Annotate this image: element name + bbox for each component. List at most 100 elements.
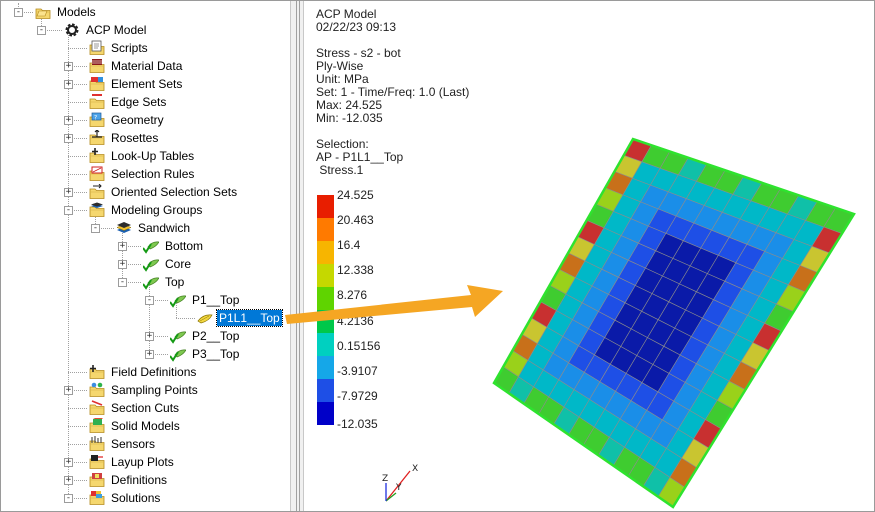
expand-toggle[interactable]: + xyxy=(118,241,127,251)
tree-connector xyxy=(68,102,87,103)
expand-toggle[interactable]: + xyxy=(145,349,154,359)
collapse-toggle[interactable]: - xyxy=(64,493,73,503)
legend-swatch xyxy=(317,218,334,241)
layup-plots-icon xyxy=(89,454,105,470)
tree-connector xyxy=(68,210,87,211)
tree-item-look-up-tables[interactable]: Look-Up Tables xyxy=(1,147,290,165)
tree-item-label: Edge Sets xyxy=(111,95,167,109)
tree-item-label: Look-Up Tables xyxy=(111,149,195,163)
definitions-icon xyxy=(89,472,105,488)
tree-connector xyxy=(68,498,87,499)
tree-item-modeling-groups[interactable]: - Modeling Groups xyxy=(1,201,290,219)
ply-check-icon xyxy=(169,292,187,308)
collapse-toggle[interactable]: - xyxy=(145,295,154,305)
solutions-icon xyxy=(89,490,105,506)
result-mode: Ply-Wise xyxy=(316,59,364,73)
tree-item-p3-top[interactable]: + P3__Top xyxy=(1,345,290,363)
tree-connector xyxy=(95,228,114,229)
collapse-toggle[interactable]: - xyxy=(14,7,23,17)
expand-toggle[interactable]: + xyxy=(64,457,73,467)
expand-toggle[interactable]: + xyxy=(64,133,73,143)
tree-item-geometry[interactable]: +? Geometry xyxy=(1,111,290,129)
tree-item-p1l1-top[interactable]: P1L1__Top xyxy=(1,309,290,327)
tree-item-top[interactable]: - Top xyxy=(1,273,290,291)
tree-item-layup-plots[interactable]: + Layup Plots xyxy=(1,453,290,471)
tree-item-label: Solutions xyxy=(111,491,161,505)
expand-toggle[interactable]: + xyxy=(64,115,73,125)
models-folder-icon xyxy=(35,4,51,20)
tree-item-field-definitions[interactable]: Field Definitions xyxy=(1,363,290,381)
lookup-tables-icon xyxy=(89,148,105,164)
tree-item-sandwich[interactable]: - Sandwich xyxy=(1,219,290,237)
expand-toggle[interactable]: + xyxy=(64,79,73,89)
tree-item-acp-model[interactable]: - ACP Model xyxy=(1,21,290,39)
tree-connector xyxy=(68,408,87,409)
tree-guide-line xyxy=(68,30,69,498)
tree-item-definitions[interactable]: + Definitions xyxy=(1,471,290,489)
tree-connector xyxy=(68,84,87,85)
axis-triad: XYZ xyxy=(382,464,418,502)
expand-toggle[interactable]: + xyxy=(118,259,127,269)
expand-toggle[interactable]: + xyxy=(64,475,73,485)
tree-item-sampling-points[interactable]: + Sampling Points xyxy=(1,381,290,399)
expand-toggle[interactable]: + xyxy=(64,187,73,197)
graphics-viewer[interactable]: ACP Model 02/22/23 09:13 Stress - s2 - b… xyxy=(304,1,874,511)
tree-item-label: P1__Top xyxy=(192,293,240,307)
mesh-boundary xyxy=(492,137,856,509)
model-name: ACP Model xyxy=(316,7,377,21)
scripts-icon xyxy=(89,40,105,56)
rosettes-icon xyxy=(89,129,105,146)
expand-toggle[interactable]: + xyxy=(64,385,73,395)
triad-x-axis xyxy=(385,470,411,502)
tree-item-scripts[interactable]: Scripts xyxy=(1,39,290,57)
tree-item-bottom[interactable]: + Bottom xyxy=(1,237,290,255)
tree-item-section-cuts[interactable]: Section Cuts xyxy=(1,399,290,417)
tree-item-p2-top[interactable]: + P2__Top xyxy=(1,327,290,345)
tree-item-edge-sets[interactable]: Edge Sets xyxy=(1,93,290,111)
triad-y-axis xyxy=(385,492,397,502)
tree-item-oriented-selection-sets[interactable]: + Oriented Selection Sets xyxy=(1,183,290,201)
tree-item-label: P1L1__Top xyxy=(216,309,283,327)
legend-swatch xyxy=(317,264,334,287)
tree-connector xyxy=(68,192,87,193)
tree-item-selection-rules[interactable]: Selection Rules xyxy=(1,165,290,183)
tree-item-label: Scripts xyxy=(111,41,148,55)
collapse-toggle[interactable]: - xyxy=(37,25,46,35)
tree-item-label: Oriented Selection Sets xyxy=(111,185,238,199)
pane-splitter[interactable] xyxy=(290,1,304,511)
expand-toggle[interactable]: + xyxy=(64,61,73,71)
legend-value: -12.035 xyxy=(337,417,378,431)
legend-value: 20.463 xyxy=(337,213,374,227)
tree-item-label: Solid Models xyxy=(111,419,180,433)
contour-mesh-plot[interactable] xyxy=(487,133,857,512)
legend-value: 24.525 xyxy=(337,188,374,202)
legend-value: 8.276 xyxy=(337,288,368,302)
tree-guide-line xyxy=(149,282,150,354)
tree-item-solid-models[interactable]: Solid Models xyxy=(1,417,290,435)
legend-value: 12.338 xyxy=(337,263,374,277)
oriented-selection-sets-icon xyxy=(89,183,105,200)
splitter-grip-left xyxy=(296,1,297,511)
tree-item-models[interactable]: - Models xyxy=(1,3,290,21)
tree-item-label: Sampling Points xyxy=(111,383,198,397)
collapse-toggle[interactable]: - xyxy=(118,277,127,287)
tree-guide-line xyxy=(18,3,19,9)
collapse-toggle[interactable]: - xyxy=(64,205,73,215)
tree-item-solutions[interactable]: - Solutions xyxy=(1,489,290,507)
layers-icon xyxy=(116,220,132,236)
legend-value: -7.9729 xyxy=(337,389,378,403)
ply-check-icon xyxy=(142,256,160,272)
material-data-icon xyxy=(89,58,105,74)
tree-item-element-sets[interactable]: + Element Sets xyxy=(1,75,290,93)
expand-toggle[interactable]: + xyxy=(145,331,154,341)
tree-item-material-data[interactable]: + Material Data xyxy=(1,57,290,75)
tree-item-core[interactable]: + Core xyxy=(1,255,290,273)
result-unit: Unit: MPa xyxy=(316,72,369,86)
tree-item-p1-top[interactable]: - P1__Top xyxy=(1,291,290,309)
tree-item-label: Material Data xyxy=(111,59,183,73)
tree-item-rosettes[interactable]: + Rosettes xyxy=(1,129,290,147)
tree-connector xyxy=(68,174,87,175)
collapse-toggle[interactable]: - xyxy=(91,223,100,233)
result-max: Max: 24.525 xyxy=(316,98,383,112)
tree-item-sensors[interactable]: Sensors xyxy=(1,435,290,453)
